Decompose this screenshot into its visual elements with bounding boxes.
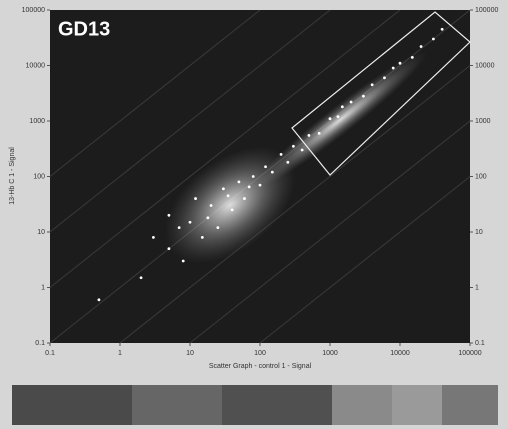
- point: [98, 298, 101, 301]
- point: [216, 226, 219, 229]
- y-tick-label: 100000: [22, 7, 45, 14]
- point: [292, 145, 295, 148]
- point: [222, 187, 225, 190]
- point: [259, 184, 262, 187]
- point: [350, 101, 353, 104]
- figure: GD13 Scatter Graph - control 1 - Signal …: [0, 0, 508, 429]
- point: [399, 62, 402, 65]
- point: [301, 149, 304, 152]
- point: [152, 236, 155, 239]
- point: [238, 180, 241, 183]
- point: [248, 185, 251, 188]
- y-tick-label: 100: [33, 173, 45, 180]
- point: [252, 175, 255, 178]
- point: [337, 115, 340, 118]
- y-tick-label: 0.1: [35, 340, 45, 347]
- point: [271, 171, 274, 174]
- y-tick-label: 1: [41, 284, 45, 291]
- point: [189, 221, 192, 224]
- point: [383, 76, 386, 79]
- x-tick-label: 10000: [390, 350, 410, 357]
- point: [286, 161, 289, 164]
- y2-tick-label: 1: [475, 284, 479, 291]
- point: [308, 134, 311, 137]
- y2-tick-label: 10: [475, 229, 483, 236]
- heatmap-strip: [12, 385, 498, 425]
- y-axis-label: 13-Hb C 1 - Signal: [9, 147, 16, 205]
- x-tick-label: 100000: [458, 350, 481, 357]
- point: [280, 153, 283, 156]
- x-tick-label: 0.1: [45, 350, 55, 357]
- y2-tick-label: 0.1: [475, 340, 485, 347]
- y2-tick-label: 10000: [475, 62, 495, 69]
- y-tick-label: 10: [37, 229, 45, 236]
- x-tick-label: 100: [254, 350, 266, 357]
- point: [411, 56, 414, 59]
- point: [441, 28, 444, 31]
- y2-tick-label: 100: [475, 173, 487, 180]
- y-tick-label: 1000: [29, 118, 45, 125]
- point: [231, 209, 234, 212]
- x-tick-label: 10: [186, 350, 194, 357]
- point: [201, 236, 204, 239]
- point: [168, 214, 171, 217]
- point: [341, 105, 344, 108]
- y2-tick-label: 100000: [475, 7, 498, 14]
- x-tick-label: 1: [118, 350, 122, 357]
- point: [371, 83, 374, 86]
- x-tick-label: 1000: [322, 350, 338, 357]
- point: [168, 247, 171, 250]
- point: [318, 132, 321, 135]
- y2-tick-label: 1000: [475, 118, 491, 125]
- point: [420, 45, 423, 48]
- point: [362, 95, 365, 98]
- point: [264, 165, 267, 168]
- chart-title: GD13: [58, 18, 110, 40]
- point: [194, 197, 197, 200]
- point: [140, 276, 143, 279]
- point: [178, 226, 181, 229]
- point: [206, 216, 209, 219]
- point: [210, 204, 213, 207]
- point: [182, 260, 185, 263]
- y-tick-label: 10000: [26, 62, 46, 69]
- point: [432, 38, 435, 41]
- x-axis-label: Scatter Graph - control 1 - Signal: [209, 363, 312, 370]
- point: [392, 67, 395, 70]
- page: GD13 Scatter Graph - control 1 - Signal …: [0, 0, 508, 429]
- point: [243, 197, 246, 200]
- point: [227, 194, 230, 197]
- point: [329, 117, 332, 120]
